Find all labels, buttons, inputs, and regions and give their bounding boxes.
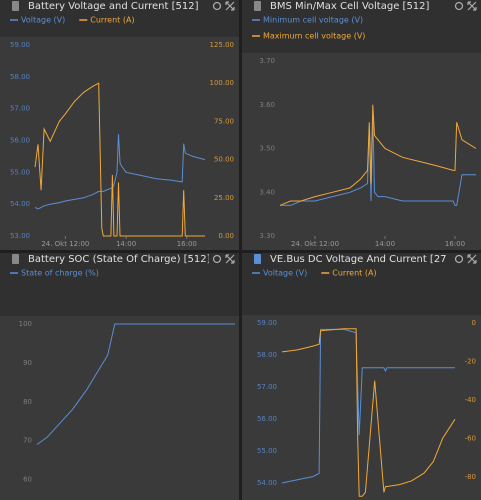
y-tick-label: 58.00 — [10, 73, 30, 81]
legend-label[interactable]: Current (A) — [332, 269, 376, 278]
series-line — [281, 328, 456, 497]
settings-icon[interactable] — [454, 254, 464, 264]
y-tick-label: 80 — [23, 398, 32, 406]
y-tick-label: 3.60 — [259, 101, 275, 109]
series-line — [36, 323, 235, 446]
panel-header — [0, 0, 239, 37]
panel: Battery Voltage and Current [512] 59.00 58… — [0, 0, 239, 250]
legend-label[interactable]: Current (A) — [90, 16, 134, 25]
y2-tick-label: 0.00 — [218, 232, 234, 240]
legend-label[interactable]: Voltage (V) — [21, 16, 65, 25]
y-tick-label: 57.00 — [257, 383, 277, 391]
settings-icon[interactable] — [212, 254, 222, 264]
y2-tick-label: 25.00 — [214, 194, 234, 202]
legend-label[interactable]: Maximum cell voltage (V) — [263, 32, 365, 41]
panel-title: VE.Bus DC Voltage And Current [27 — [270, 254, 447, 265]
series-line — [279, 104, 477, 206]
y-tick-label: 3.30 — [259, 232, 275, 240]
y-tick-label: 90 — [23, 359, 32, 367]
y2-tick-label: 50.00 — [214, 156, 234, 164]
y-tick-label: 54.00 — [10, 200, 30, 208]
battery-icon — [254, 254, 261, 264]
expand-icon[interactable] — [225, 1, 235, 11]
panel-header — [0, 253, 239, 316]
y2-tick-label: 100.00 — [210, 79, 235, 87]
panel-header — [242, 253, 481, 315]
settings-icon[interactable] — [212, 1, 222, 11]
y-tick-label: 56.00 — [257, 415, 277, 423]
y-tick-label: 58.00 — [257, 351, 277, 359]
y-tick-label: 70 — [23, 437, 32, 445]
y2-tick-label: -60 — [465, 434, 476, 442]
series-line — [34, 82, 205, 237]
y2-tick-label: -20 — [465, 357, 476, 365]
y2-tick-label: 0 — [472, 319, 476, 327]
panel-title: Battery Voltage and Current [512] — [28, 1, 199, 12]
y2-tick-label: -40 — [465, 396, 476, 404]
panel-title: Battery SOC (State Of Charge) [512] — [28, 254, 211, 265]
battery-icon — [254, 1, 261, 11]
battery-icon — [12, 254, 19, 264]
y-tick-label: 53.00 — [10, 232, 30, 240]
legend-label[interactable]: State of charge (%) — [21, 269, 99, 278]
y-tick-label: 56.00 — [10, 137, 30, 145]
y2-tick-label: 75.00 — [214, 117, 234, 125]
expand-icon[interactable] — [225, 254, 235, 264]
y-tick-label: 60 — [23, 476, 32, 484]
panel: Battery SOC (State Of Charge) [512] 100 90… — [0, 253, 239, 500]
y-tick-label: 55.00 — [257, 447, 277, 455]
legend-label[interactable]: Minimum cell voltage (V) — [263, 16, 363, 25]
y-tick-label: 3.50 — [259, 145, 275, 153]
settings-icon[interactable] — [454, 1, 464, 11]
x-tick-label: 24. Okt 12:00 — [291, 240, 339, 248]
panel-title: BMS Min/Max Cell Voltage [512] — [270, 1, 430, 12]
y-tick-label: 3.70 — [259, 57, 275, 65]
y-tick-label: 3.40 — [259, 188, 275, 196]
x-tick-label: 16:00 — [445, 240, 465, 248]
x-tick-label: 24. Okt 12:00 — [41, 240, 89, 248]
y2-tick-label: -80 — [465, 473, 476, 481]
expand-icon[interactable] — [467, 1, 477, 11]
series-line — [280, 113, 476, 206]
y-tick-label: 54.00 — [257, 479, 277, 487]
y-tick-label: 100 — [19, 320, 32, 328]
series-line — [281, 328, 455, 484]
panel: BMS Min/Max Cell Voltage [512] 3.70 3.60 3.… — [242, 0, 481, 250]
y-tick-label: 59.00 — [257, 319, 277, 327]
y-tick-label: 57.00 — [10, 105, 30, 113]
y-tick-label: 59.00 — [10, 41, 30, 49]
panel: VE.Bus DC Voltage And Current [27 59.00 58… — [242, 253, 481, 500]
y-tick-label: 55.00 — [10, 168, 30, 176]
x-tick-label: 14:00 — [375, 240, 395, 248]
legend-label[interactable]: Voltage (V) — [263, 269, 307, 278]
battery-icon — [12, 1, 19, 11]
x-tick-label: 14:00 — [116, 240, 136, 248]
y2-tick-label: 125.00 — [210, 41, 235, 49]
expand-icon[interactable] — [467, 254, 477, 264]
x-tick-label: 16:00 — [177, 240, 197, 248]
panel-header — [242, 0, 481, 53]
